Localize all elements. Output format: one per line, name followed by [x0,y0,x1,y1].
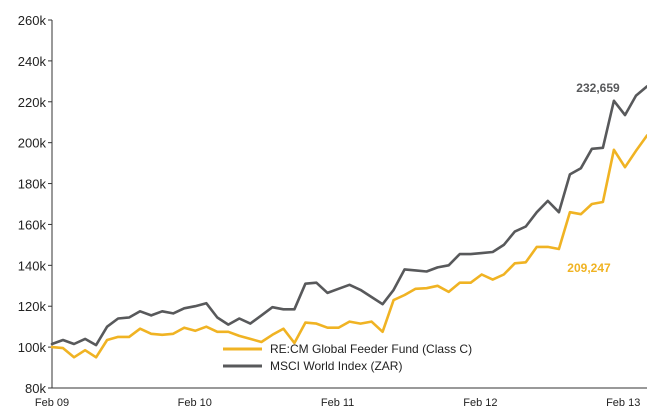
end-value-labels: 232,659 209,247 [567,81,620,275]
y-tick-label: 180k [18,177,47,192]
y-tick-label: 220k [18,95,47,110]
series-lines [50,85,647,359]
series-line-fund [50,134,647,359]
legend-label-fund: RE:CM Global Feeder Fund (Class C) [270,342,472,356]
x-tick-label: Feb 13 [606,397,640,408]
x-tick-labels: Feb 09 Feb 10 Feb 11 Feb 12 Feb 13 [35,397,640,408]
chart-legend: RE:CM Global Feeder Fund (Class C) MSCI … [223,342,472,373]
y-tick-label: 240k [18,54,47,69]
y-tick-label: 160k [18,217,47,232]
end-label-fund: 209,247 [567,261,611,275]
y-tick-label: 100k [18,340,47,355]
legend-item-index: MSCI World Index (ZAR) [223,359,402,373]
end-label-index: 232,659 [576,81,620,95]
y-tick-label: 260k [18,13,47,28]
chart-axes [51,20,647,389]
x-tick-label: Feb 12 [463,397,497,408]
y-tick-label: 200k [18,136,47,151]
y-tick-labels: 80k 100k 120k 140k 160k 180k 200k 220k 240k 260k [18,13,52,396]
legend-label-index: MSCI World Index (ZAR) [270,359,402,373]
y-tick-label: 120k [18,299,47,314]
x-tick-label: Feb 09 [35,397,69,408]
series-line-index [50,85,647,347]
legend-item-fund: RE:CM Global Feeder Fund (Class C) [223,342,472,356]
x-tick-label: Feb 10 [178,397,212,408]
x-tick-label: Feb 11 [321,397,354,408]
y-tick-label: 80k [25,381,46,396]
y-tick-label: 140k [18,258,47,273]
